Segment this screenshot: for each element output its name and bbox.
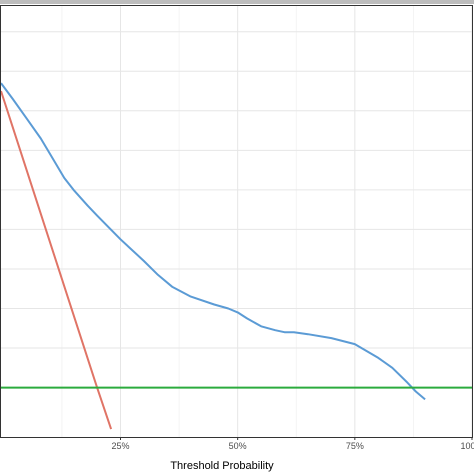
series-line-1: [0, 82, 426, 401]
x-tick-label: 50%: [229, 441, 247, 451]
series-layer: [0, 82, 472, 430]
x-tick-label: 75%: [346, 441, 364, 451]
x-axis-ticks: 25% 50% 75% 100%: [111, 437, 474, 451]
x-axis-title: Threshold Probability: [170, 460, 274, 472]
x-tick-label: 100%: [460, 441, 474, 451]
top-panel-border: [0, 0, 474, 4]
x-tick-label: 25%: [111, 441, 129, 451]
plot-border: [0, 5, 473, 438]
